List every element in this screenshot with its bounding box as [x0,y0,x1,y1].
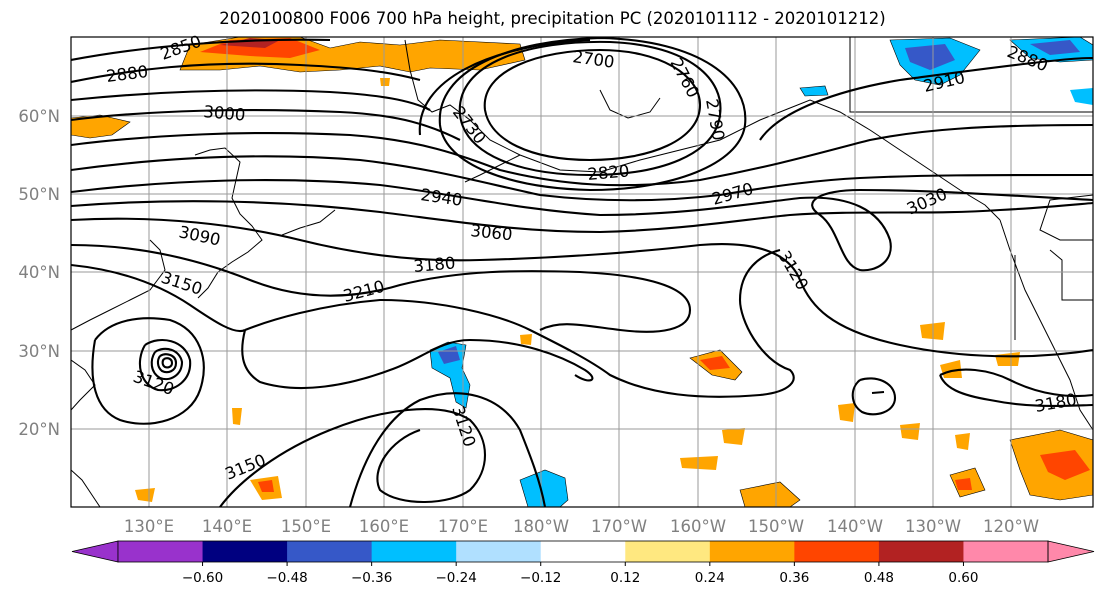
map-title: 2020100800 F006 700 hPa height, precipit… [219,9,886,28]
colorbar-extend-low [71,540,119,563]
colorbar-swatches [71,540,1095,563]
contour-label: 2820 [587,161,630,184]
lon-label: 150°E [281,517,331,536]
colorbar-swatch [709,541,795,562]
colorbar-swatch [540,541,626,562]
map-frame [70,36,1094,508]
colorbar-ticks: −0.60 −0.48 −0.36 −0.24 −0.12 0.12 0.24 0.36 0.4… [182,562,978,586]
lon-label: 130°W [905,517,961,536]
lat-label: 30°N [18,342,60,361]
contour-label: 2880 [105,62,149,86]
colorbar-tick-label: −0.24 [435,570,476,586]
contour-label: 3060 [470,221,514,244]
lon-label: 140°W [827,517,883,536]
lon-label: 150°W [748,517,804,536]
colorbar: −0.60 −0.48 −0.36 −0.24 −0.12 0.12 0.24 0.36 0.4… [71,540,1095,586]
colorbar-tick-label: 0.60 [948,570,978,586]
lat-label: 50°N [18,185,60,204]
contour-label: 3000 [203,102,246,125]
colorbar-swatch [456,541,542,562]
colorbar-tick-label: 0.24 [695,570,725,586]
colorbar-swatch [794,541,880,562]
low-center-mark [871,390,885,395]
colorbar-outline [117,540,1049,563]
colorbar-swatch [878,541,964,562]
colorbar-swatch [371,541,457,562]
lon-label: 160°E [359,517,409,536]
height-contours [71,37,1093,507]
colorbar-tick-label: 0.12 [610,570,640,586]
lon-label: 140°E [202,517,252,536]
lon-label: 180°W [513,517,569,536]
colorbar-swatch [963,541,1049,562]
colorbar-tick-label: −0.36 [351,570,392,586]
longitude-labels: 130°E 140°E 150°E 160°E 170°E 180°W 170°… [124,517,1039,536]
colorbar-tick-label: −0.12 [520,570,561,586]
colorbar-tick-label: −0.60 [182,570,223,586]
lat-label: 60°N [18,107,60,126]
contour-label: 3180 [413,253,456,276]
colorbar-swatch [287,541,373,562]
colorbar-swatch [625,541,711,562]
colorbar-swatch [118,541,204,562]
colorbar-tick-label: −0.48 [266,570,307,586]
latitude-labels: 60°N 50°N 40°N 30°N 20°N [18,107,60,439]
colorbar-extend-high [1047,540,1095,563]
lon-label: 120°W [983,517,1039,536]
lat-label: 40°N [18,263,60,282]
lon-label: 160°W [670,517,726,536]
colorbar-swatch [202,541,288,562]
lon-label: 170°W [591,517,647,536]
lat-label: 20°N [18,420,60,439]
colorbar-tick-label: 0.36 [779,570,809,586]
lon-label: 130°E [124,517,174,536]
lon-label: 170°E [438,517,488,536]
colorbar-tick-label: 0.48 [864,570,894,586]
